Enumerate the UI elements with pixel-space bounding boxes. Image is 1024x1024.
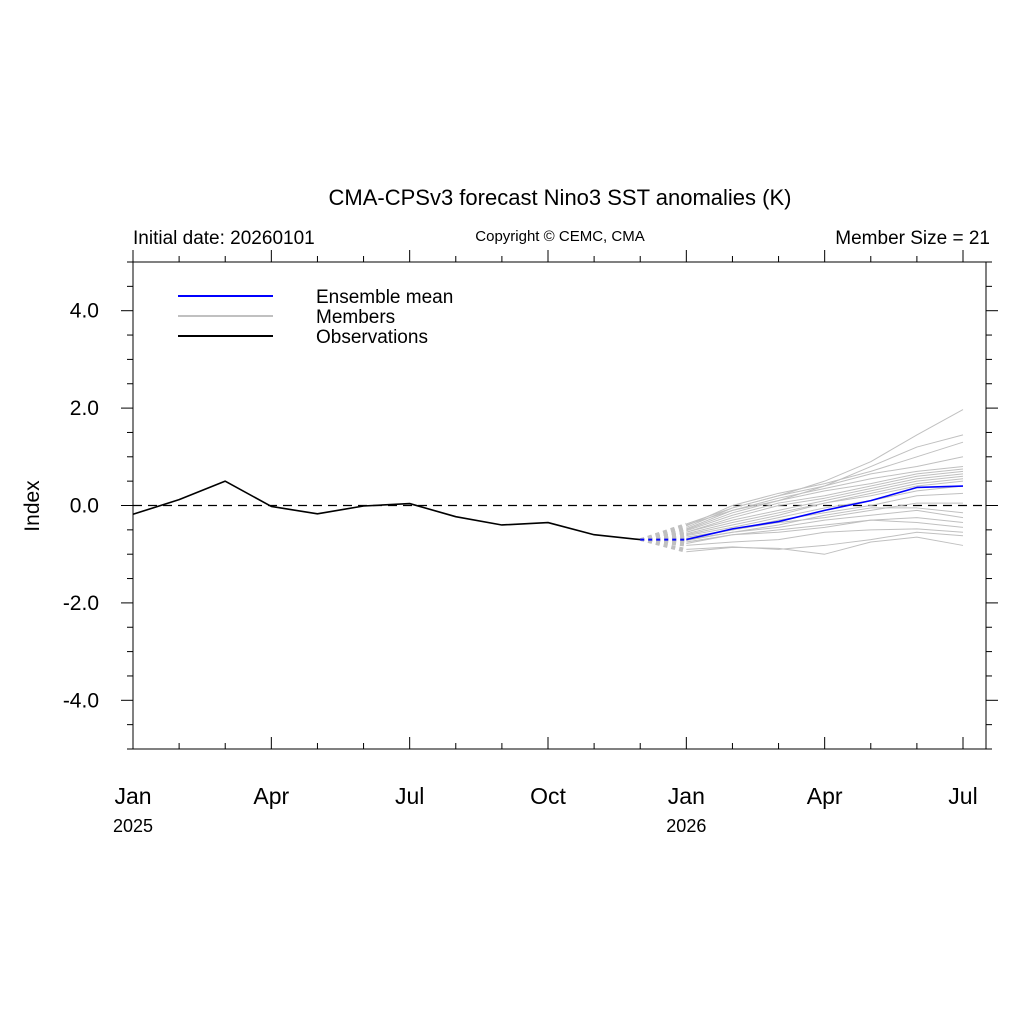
member-size-label: Member Size = 21 [835,228,990,249]
observations-line [132,480,641,541]
x-tick-label: Jan [668,783,705,809]
member-connector [640,538,687,547]
ensemble-mean-line [686,485,964,541]
observations-group [132,480,641,541]
member-line [686,441,964,527]
member-line [686,517,964,543]
chart-title: CMA-CPSv3 forecast Nino3 SST anomalies (… [329,185,792,210]
legend-label-observations: Observations [316,327,428,348]
member-connector [639,522,687,541]
member-connector [640,531,687,541]
member-connector [640,538,687,542]
copyright-label: Copyright © CEMC, CMA [475,228,644,245]
member-connector [640,535,687,541]
x-tick-year-label: 2026 [666,816,706,836]
x-tick-label: Jul [395,783,424,809]
member-connector [640,534,687,541]
member-line [686,485,964,537]
member-line [686,507,964,541]
member-line [686,473,964,533]
axis-ticks [121,250,998,750]
x-tick-year-label: 2025 [113,816,153,836]
member-connector [640,538,687,544]
y-tick-labels: 4.0 2.0 0.0 -2.0 -4.0 [63,300,99,713]
y-tick-label: 2.0 [70,397,99,420]
forecast-connectors [639,522,687,553]
x-tick-label: Jan [114,783,151,809]
member-line [686,492,964,538]
member-line [686,470,964,532]
y-tick-label: -4.0 [63,689,99,712]
legend: Ensemble mean Members Observations [178,287,453,348]
legend-label-ensemble-mean: Ensemble mean [316,287,453,308]
member-line [686,434,964,526]
y-tick-label: 0.0 [70,495,99,518]
initial-date-label: Initial date: 20260101 [133,228,315,249]
member-connector [640,538,687,545]
member-connector [640,532,687,541]
member-line [686,478,964,535]
ensemble-mean-group [640,485,964,541]
member-line [686,475,964,533]
member-connector [640,537,687,541]
legend-label-members: Members [316,307,395,328]
member-line [686,409,964,525]
member-lines [686,409,964,555]
y-tick-label: -2.0 [63,592,99,615]
x-tick-label: Jul [948,783,977,809]
y-tick-label: 4.0 [70,300,99,323]
x-tick-labels: Jan 2025 Apr Jul Oct Jan 2026 Apr Jul [113,783,978,836]
member-connector [639,538,687,553]
member-line [686,468,964,531]
member-line [686,531,964,550]
member-connector [640,533,687,541]
x-tick-label: Oct [530,783,566,809]
x-tick-label: Apr [807,783,843,809]
member-connector [639,538,687,551]
member-line [686,528,964,546]
x-tick-label: Apr [253,783,289,809]
y-axis-label: Index [21,480,44,532]
member-connector [640,531,687,541]
